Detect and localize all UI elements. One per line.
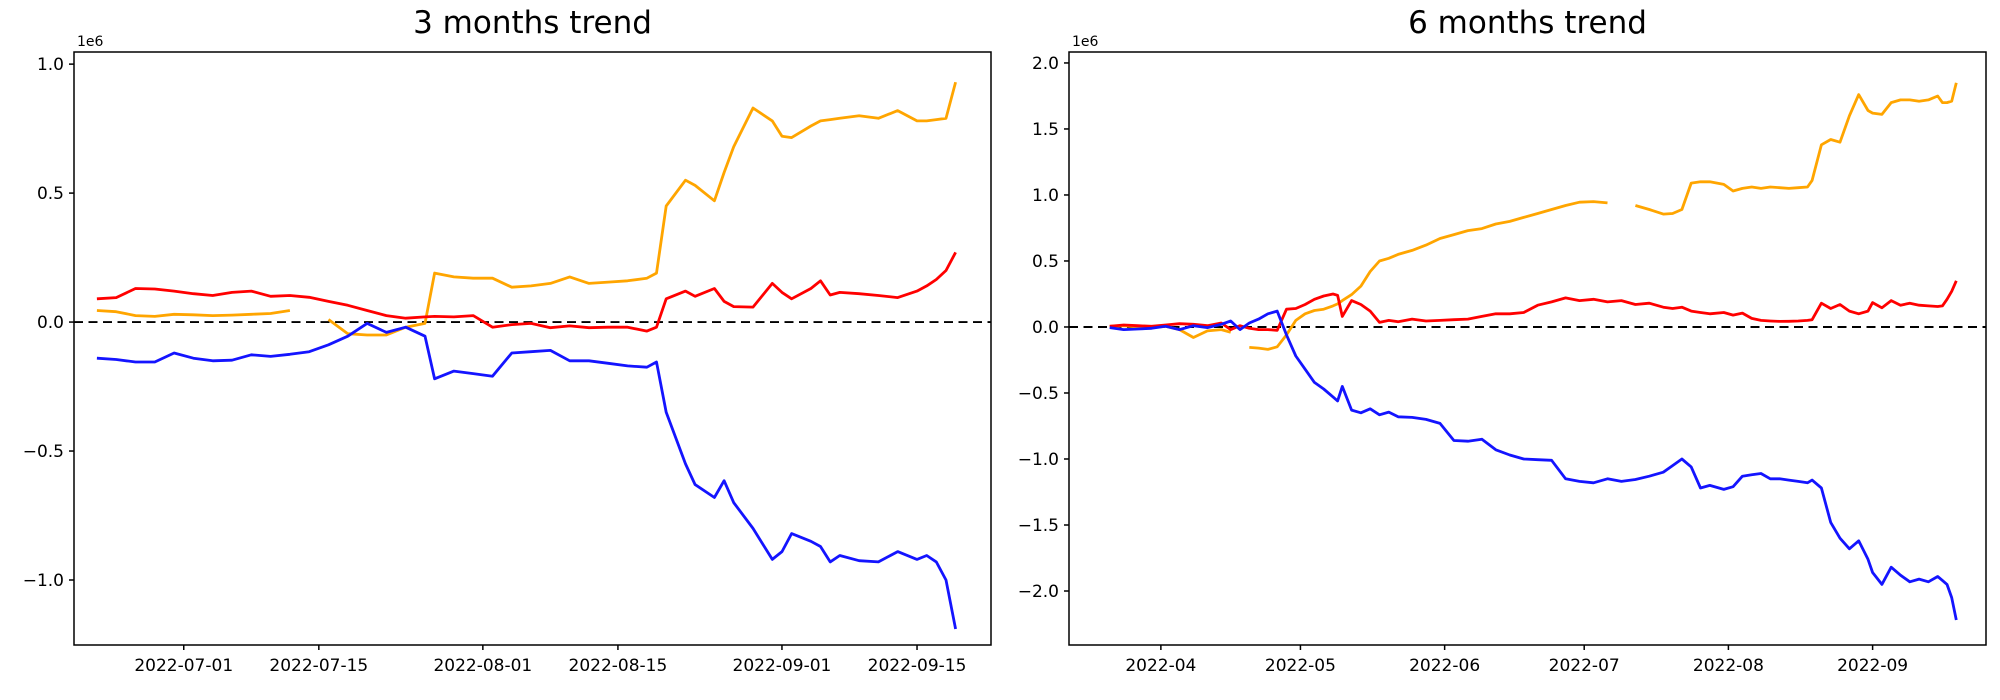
x-tick-label: 2022-07-01 [134, 656, 233, 676]
x-tick-label: 2022-06 [1409, 656, 1480, 676]
y-tick-label: 1.0 [37, 55, 64, 75]
y-tick-label: −0.5 [1018, 384, 1059, 404]
y-tick-label: 2.0 [1032, 54, 1059, 74]
y-tick-label: −1.0 [23, 571, 64, 591]
y-tick-label: 1.0 [1032, 186, 1059, 206]
axes-frame [73, 51, 992, 646]
x-tick-label: 2022-04 [1125, 656, 1196, 676]
y-tick-label: −2.0 [1018, 582, 1059, 602]
series-red-line [1109, 280, 1958, 332]
x-tick-label: 2022-09 [1837, 656, 1908, 676]
y-axis-offset-label: 1e6 [77, 34, 104, 50]
right-chart-title: 6 months trend [1408, 5, 1647, 41]
x-tick-label: 2022-05 [1265, 656, 1336, 676]
y-tick-label: 1.5 [1032, 120, 1059, 140]
series-orange-line [96, 81, 957, 337]
series-blue-line [1109, 309, 1958, 621]
x-tick-label: 2022-07 [1549, 656, 1620, 676]
x-tick-label: 2022-08-01 [433, 656, 532, 676]
y-tick-label: 0.5 [37, 184, 64, 204]
x-tick-label: 2022-07-15 [269, 656, 368, 676]
x-tick-label: 2022-09-01 [733, 656, 832, 676]
series-orange-line [1109, 82, 1958, 351]
y-tick-label: −1.5 [1018, 516, 1059, 536]
y-tick-label: 0.5 [1032, 252, 1059, 272]
y-tick-label: −0.5 [23, 442, 64, 462]
y-tick-label: 0.0 [1032, 318, 1059, 338]
x-tick-label: 2022-08 [1693, 656, 1764, 676]
x-tick-label: 2022-09-15 [868, 656, 967, 676]
chart-left: 1.0 0.5 0.0 −0.5 −1.0 2022-07-01 2022-07-15 202… [23, 34, 992, 676]
series-red-line [96, 251, 957, 333]
left-chart-title: 3 months trend [413, 5, 652, 41]
chart-right: 2.0 1.5 1.0 0.5 0.0 −0.5 −1.0 −1.5 −2.0 2022-04 20… [1018, 34, 1987, 676]
x-tick-label: 2022-08-15 [569, 656, 668, 676]
axes-frame [1068, 51, 1987, 646]
series-blue-line [96, 322, 957, 630]
y-tick-label: 0.0 [37, 313, 64, 333]
y-tick-label: −1.0 [1018, 450, 1059, 470]
y-axis-offset-label: 1e6 [1072, 34, 1099, 50]
